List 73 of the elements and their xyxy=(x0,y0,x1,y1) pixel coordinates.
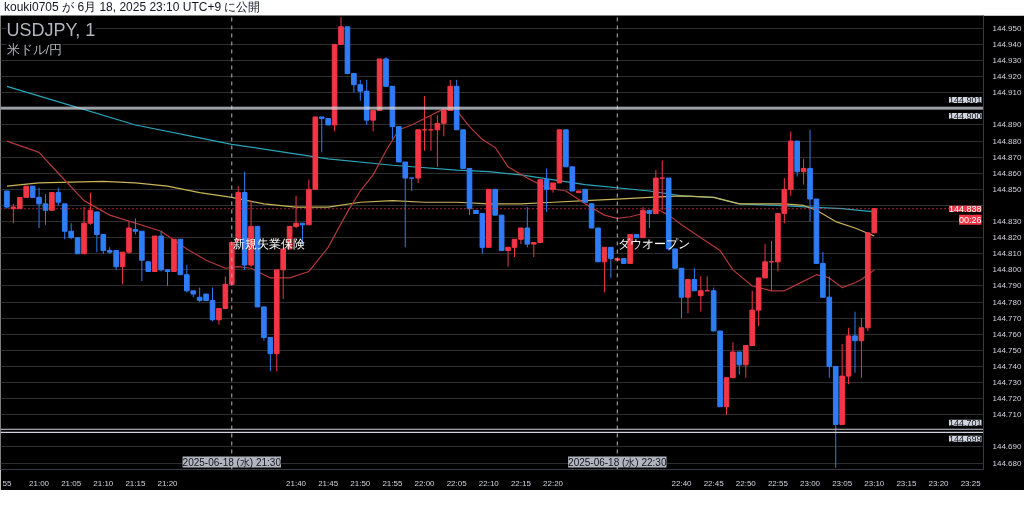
candlestick xyxy=(736,351,743,376)
x-tick-label: 23:15 xyxy=(896,478,917,488)
ref-line-label: 144.838 xyxy=(948,203,982,214)
y-tick-label: 144.790 xyxy=(992,281,1022,291)
x-tick-label: 21:05 xyxy=(61,478,82,488)
x-tick-label: 22:15 xyxy=(510,478,532,488)
candlestick xyxy=(608,246,614,279)
y-tick-label: 144.740 xyxy=(992,361,1022,371)
x-tick-label: 22:45 xyxy=(703,478,725,488)
y-tick-label: 144.940 xyxy=(992,39,1022,49)
x-tick-label: 23:10 xyxy=(864,478,885,488)
ref-line-label: 144.699 xyxy=(948,433,982,444)
y-tick-label: 144.780 xyxy=(992,297,1022,307)
x-tick-label: 22:50 xyxy=(735,478,757,488)
ref-line-label: 2025-06-18 (水) 21:30 xyxy=(182,456,282,468)
chart-title: USDJPY, 1 xyxy=(6,19,96,40)
text: 米ドル/円 xyxy=(6,41,63,57)
x-tick-label: 21:45 xyxy=(318,478,339,488)
y-tick-label: 144.830 xyxy=(992,217,1022,227)
x-tick-label: 22:10 xyxy=(478,478,500,488)
x-tick-label: 22:05 xyxy=(446,478,468,488)
y-tick-label: 144.680 xyxy=(992,458,1022,468)
y-tick-label: 144.730 xyxy=(992,378,1022,388)
line-series xyxy=(6,108,875,292)
y-tick-label: 144.760 xyxy=(992,329,1022,339)
annotation: 00:26 xyxy=(958,214,982,225)
x-tick-label: 22:00 xyxy=(414,478,436,488)
x-tick-label: 23:20 xyxy=(928,478,950,488)
y-tick-label: 144.720 xyxy=(992,394,1022,404)
x-tick-label: 22:55 xyxy=(767,478,789,488)
x-tick-label: 22:40 xyxy=(671,478,693,488)
y-tick-label: 144.690 xyxy=(992,442,1022,452)
x-tick-label: 21:50 xyxy=(350,478,371,488)
y-tick-label: 144.870 xyxy=(992,152,1022,162)
ref-line-label: 144.701 xyxy=(948,417,982,428)
x-tick-label: 23:05 xyxy=(832,478,853,488)
x-tick-label: 21:20 xyxy=(157,478,179,488)
candlestick xyxy=(543,167,550,213)
y-tick-label: 144.750 xyxy=(992,345,1022,355)
x-tick-label: 23:25 xyxy=(960,478,982,488)
y-tick-label: 144.950 xyxy=(992,23,1022,33)
y-tick-label: 144.930 xyxy=(992,56,1022,66)
x-tick-label: 21:00 xyxy=(29,478,50,488)
ref-line-label: 2025-06-18 (水) 22:30 xyxy=(568,456,667,468)
x-tick-label: 55 xyxy=(2,478,12,488)
y-tick-label: 144.890 xyxy=(992,120,1022,130)
x-tick-label: 23:00 xyxy=(800,478,821,488)
y-tick-label: 144.860 xyxy=(992,168,1022,178)
y-tick-label: 144.850 xyxy=(992,184,1022,194)
y-tick-label: 144.880 xyxy=(992,136,1022,146)
x-tick-label: 21:40 xyxy=(286,478,307,488)
text: kouki0705 が 6月 18, 2025 23:10 UTC+9 に公開 xyxy=(4,0,261,15)
y-tick-label: 144.820 xyxy=(992,233,1022,243)
line-series xyxy=(6,180,875,237)
x-tick-label: 21:55 xyxy=(382,478,403,488)
ref-line-label: 144.901 xyxy=(948,95,982,106)
candlestick xyxy=(697,275,704,313)
y-tick-label: 144.710 xyxy=(992,410,1022,420)
candlestick xyxy=(685,279,691,314)
candlestick xyxy=(691,267,698,292)
x-tick-label: 22:20 xyxy=(543,478,564,488)
candlestick xyxy=(601,246,608,293)
y-tick-label: 144.910 xyxy=(992,88,1022,98)
y-tick-label: 144.810 xyxy=(992,249,1022,259)
ref-line-label: 144.900 xyxy=(948,111,982,122)
y-tick-label: 144.800 xyxy=(992,265,1022,275)
x-tick-label: 21:15 xyxy=(125,478,146,488)
candlestick xyxy=(524,206,531,248)
y-tick-label: 144.770 xyxy=(992,313,1022,323)
y-tick-label: 144.920 xyxy=(992,72,1022,82)
candlestick xyxy=(800,158,807,186)
x-tick-label: 21:10 xyxy=(93,478,114,488)
candlestick xyxy=(852,311,858,374)
